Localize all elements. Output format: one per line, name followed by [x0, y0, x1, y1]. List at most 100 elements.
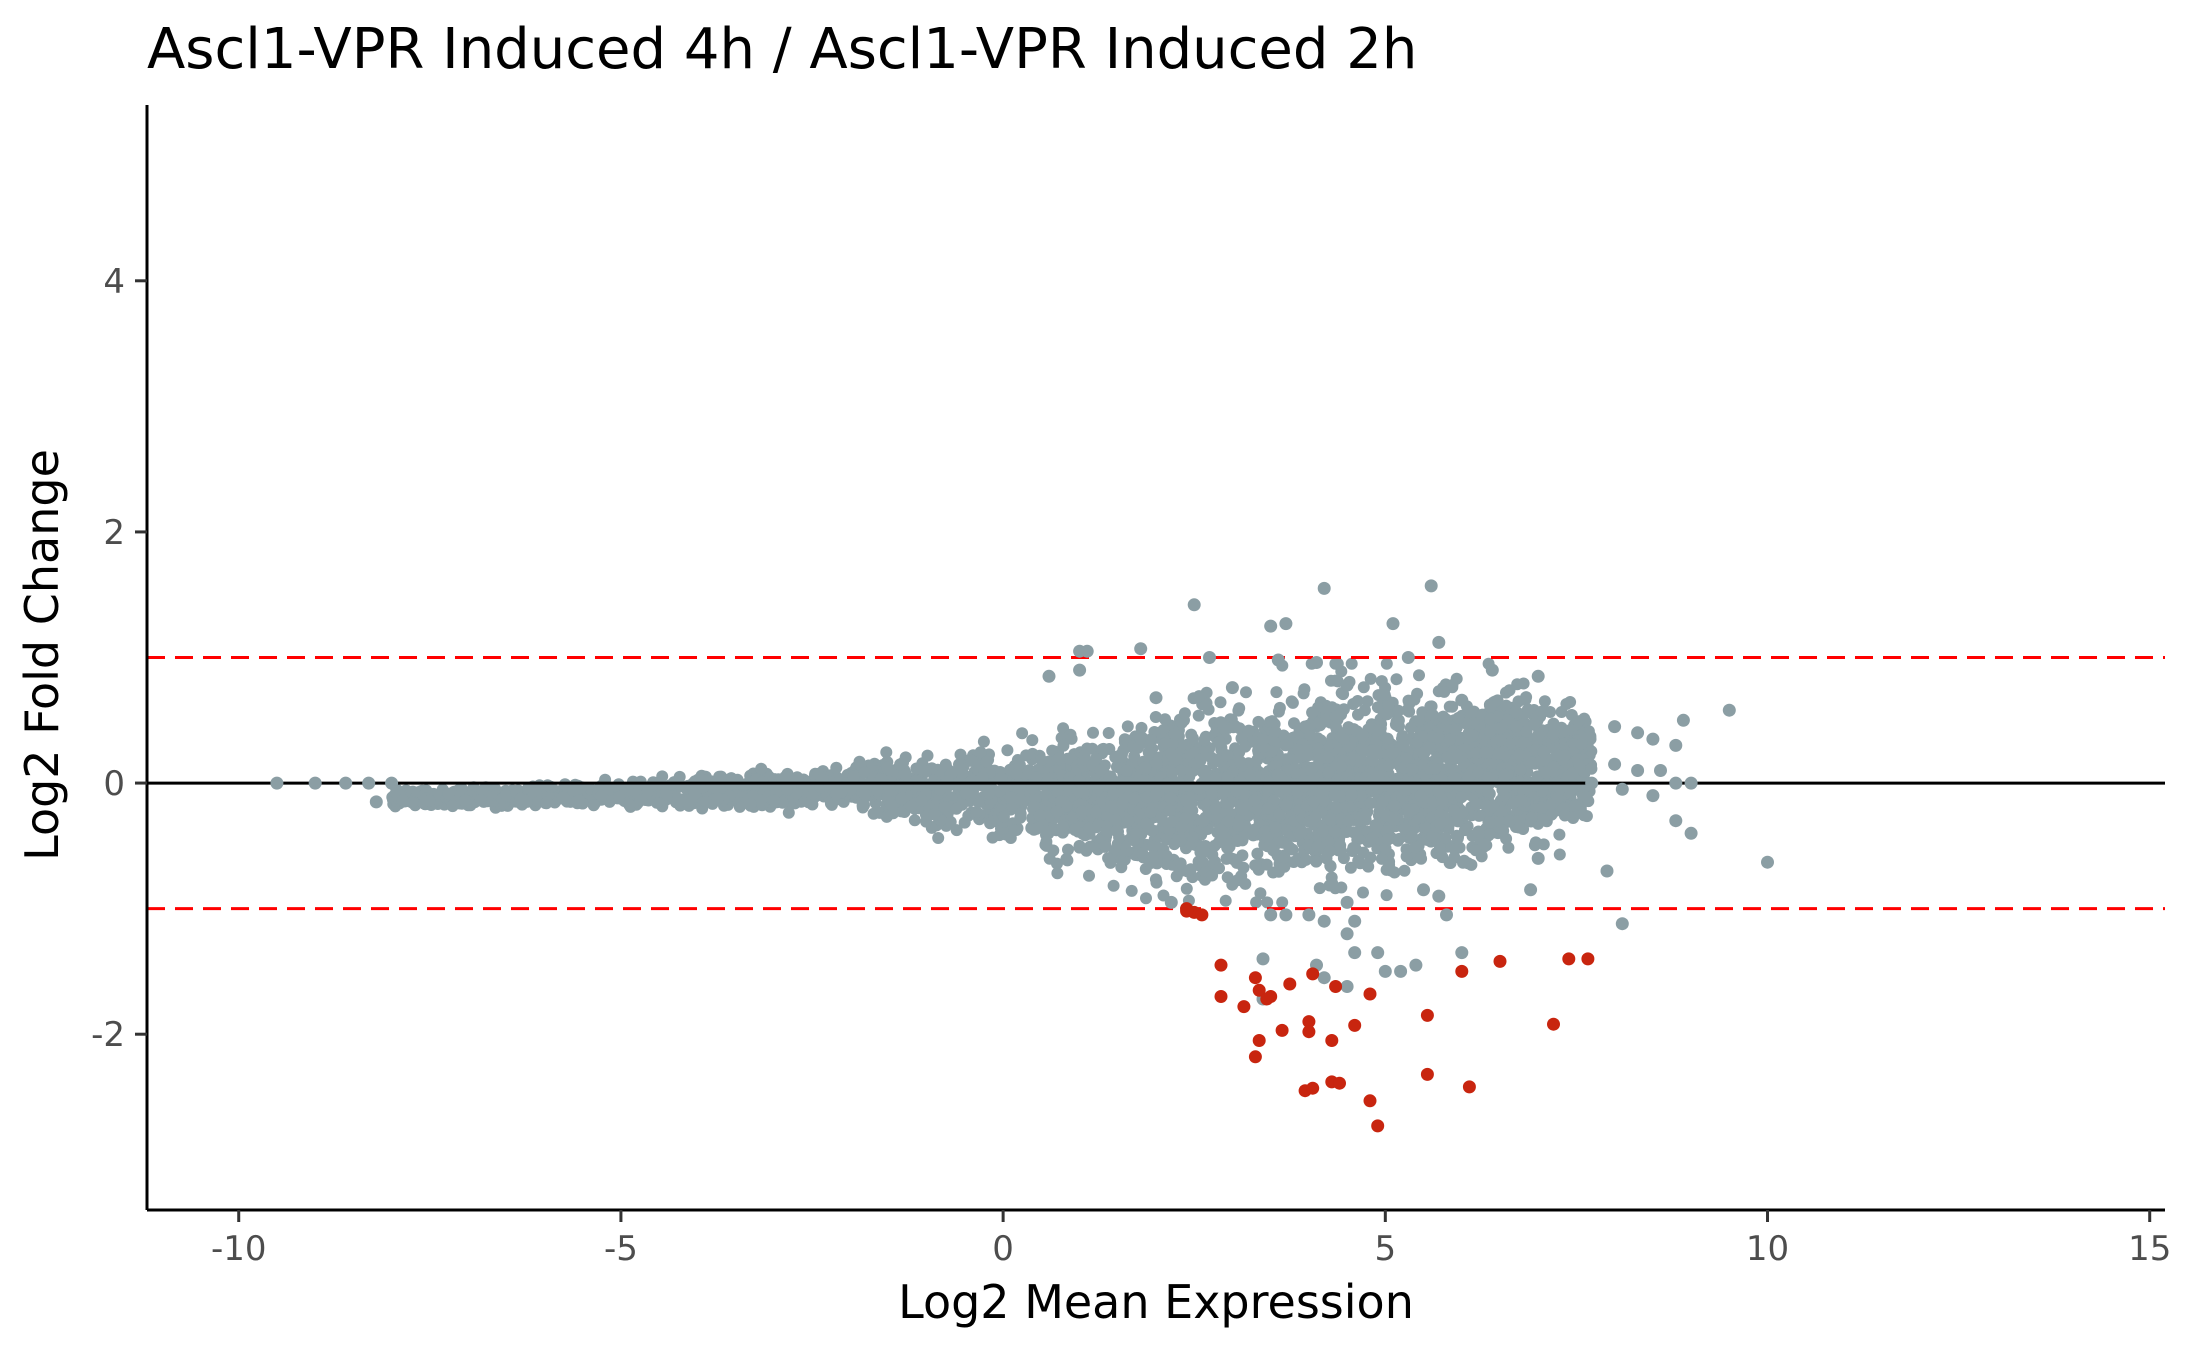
cloud-point: [1209, 803, 1222, 815]
cloud-point: [920, 815, 933, 828]
cloud-point: [905, 800, 918, 812]
cloud-point: [1324, 859, 1337, 872]
cloud-point: [567, 784, 580, 797]
cloud-point: [1004, 791, 1017, 804]
cloud-point: [950, 824, 963, 837]
cloud-point: [1335, 760, 1348, 773]
cloud-point: [1317, 825, 1329, 838]
gene-point: [362, 776, 376, 790]
cloud-point: [1551, 748, 1563, 761]
cloud-point: [1164, 791, 1177, 804]
cloud-point: [1498, 769, 1511, 782]
cloud-point: [1536, 802, 1549, 815]
cloud-point: [1322, 766, 1335, 779]
gene-point: [1455, 693, 1469, 707]
gene-point: [1669, 738, 1683, 752]
gene-point: [1394, 964, 1408, 978]
cloud-point: [1149, 873, 1162, 886]
cloud-point: [1230, 785, 1243, 798]
cloud-point: [1163, 804, 1176, 817]
significant-point: [1248, 971, 1262, 985]
significant-point: [1252, 983, 1266, 997]
cloud-point: [956, 767, 969, 780]
cloud-point: [1149, 789, 1162, 802]
cloud-point: [1451, 832, 1464, 845]
cloud-point: [1329, 674, 1342, 687]
cloud-point: [1553, 848, 1566, 861]
gene-point: [1485, 663, 1499, 677]
cloud-point: [1354, 790, 1367, 803]
cloud-point: [1380, 657, 1393, 670]
cloud-point: [1061, 854, 1074, 867]
cloud-point: [959, 787, 972, 800]
gene-point: [1348, 914, 1362, 928]
cloud-point: [1534, 755, 1547, 767]
cloud-point: [1426, 830, 1439, 843]
cloud-point: [1142, 746, 1155, 759]
significant-point: [1214, 958, 1228, 972]
gene-point: [1378, 964, 1392, 978]
cloud-point: [1517, 677, 1530, 690]
significant-point: [1302, 1025, 1316, 1039]
gene-point: [1615, 917, 1629, 931]
cloud-point: [871, 784, 884, 797]
cloud-point: [1538, 695, 1551, 708]
y-tick-label: -2: [91, 1015, 125, 1055]
cloud-point: [541, 779, 554, 792]
cloud-point: [1329, 710, 1342, 723]
cloud-point: [1484, 699, 1496, 712]
cloud-point: [1219, 894, 1232, 907]
cloud-point: [1397, 739, 1410, 752]
cloud-point: [1373, 805, 1386, 818]
cloud-point: [1357, 681, 1370, 694]
cloud-point: [540, 796, 553, 809]
cloud-point: [1364, 797, 1377, 810]
x-tick-label: -10: [211, 1229, 267, 1269]
cloud-point: [1513, 749, 1526, 761]
significant-down-points: [1180, 902, 1595, 1133]
gene-point: [1654, 764, 1667, 777]
cloud-point: [514, 792, 527, 805]
cloud-point: [1448, 723, 1461, 736]
cloud-point: [1398, 864, 1411, 877]
cloud-point: [768, 794, 781, 807]
cloud-point: [1330, 802, 1343, 815]
cloud-point: [1178, 707, 1191, 720]
cloud-point: [1222, 815, 1235, 828]
gene-point: [1615, 782, 1629, 796]
cloud-point: [1364, 672, 1377, 685]
cloud-point: [1359, 809, 1372, 822]
cloud-point: [1484, 712, 1497, 725]
gene-point: [1401, 651, 1415, 664]
cloud-point: [1280, 799, 1293, 812]
cloud-point: [1305, 764, 1318, 777]
cloud-point: [1547, 717, 1560, 730]
cloud-point: [1092, 782, 1105, 795]
cloud-point: [1398, 822, 1411, 835]
cloud-point: [1292, 743, 1305, 756]
cloud-point: [1250, 896, 1263, 909]
gene-point: [308, 776, 322, 790]
cloud-point: [1232, 819, 1245, 832]
cloud-point: [1356, 729, 1369, 742]
cloud-point: [1437, 710, 1450, 723]
significant-point: [1333, 1076, 1346, 1090]
cloud-point: [1507, 797, 1520, 810]
cloud-point: [1329, 826, 1342, 839]
cloud-point: [1344, 861, 1357, 874]
cloud-point: [1392, 704, 1405, 717]
cloud-point: [623, 798, 636, 811]
cloud-point: [844, 783, 857, 796]
cloud-point: [1139, 761, 1152, 774]
cloud-point: [1368, 744, 1381, 757]
cloud-point: [1099, 811, 1112, 823]
cloud-point: [1501, 713, 1513, 726]
cloud-point: [1143, 733, 1156, 746]
gene-point: [1264, 908, 1278, 922]
cloud-point: [1212, 836, 1225, 849]
cloud-point: [1122, 814, 1135, 827]
cloud-point: [1417, 730, 1430, 743]
cloud-point: [1355, 743, 1368, 756]
cloud-point: [1234, 755, 1246, 768]
cloud-point: [1401, 704, 1414, 717]
